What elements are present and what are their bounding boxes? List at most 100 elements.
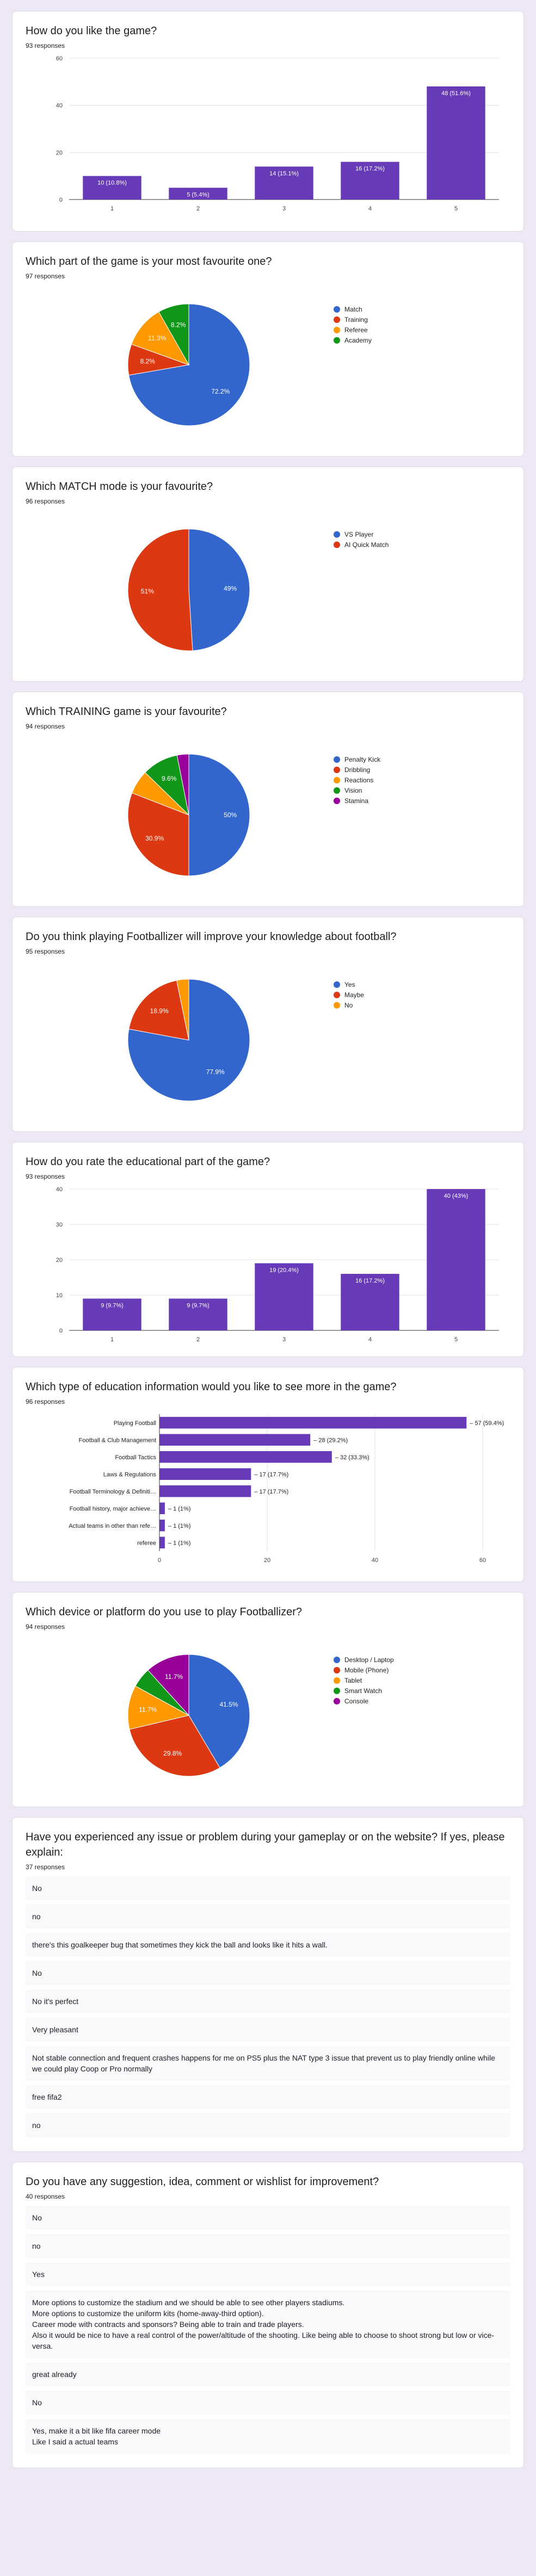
response-count: 95 responses — [26, 948, 65, 955]
legend-swatch — [334, 306, 340, 313]
legend-label: Reactions — [344, 776, 373, 784]
x-tick-label: 20 — [264, 1557, 270, 1564]
pie-chart: 41.5% 29.8% 11.7% 11.7% Desktop / Laptop Mobi… — [127, 1654, 394, 1777]
x-tick-label: 1 — [110, 1336, 114, 1343]
bar — [255, 166, 313, 200]
data-label: 16 (17.2%) — [355, 166, 385, 172]
legend-swatch — [334, 992, 340, 998]
legend-swatch — [334, 1002, 340, 1009]
response-count: 93 responses — [26, 1173, 65, 1180]
bar — [427, 1189, 485, 1330]
bar-chart: 0 10 20 30 40 9 (9.7%) 1 9 (9.7%) 2 19 (20.4%) 3 16… — [56, 1186, 499, 1343]
data-label: – 32 (33.3%) — [335, 1454, 369, 1461]
response-item: Yes — [26, 2262, 510, 2286]
legend-label: Tablet — [344, 1677, 362, 1684]
pie-chart: 72.2% 8.2% 11.3% 8.2% Match Training Referee Ac… — [127, 303, 372, 426]
slice-label: 18.9% — [150, 1007, 169, 1015]
legend-label: Console — [344, 1697, 368, 1705]
question-title: How do you rate the educational part of … — [26, 1156, 270, 1168]
slice-label: 8.2% — [171, 321, 186, 328]
slice-label: 11.7% — [139, 1706, 157, 1714]
y-tick-label: Actual teams in other than refe… — [69, 1523, 156, 1529]
legend-swatch — [334, 756, 340, 763]
pie-slice — [188, 1654, 250, 1769]
response-item: No — [26, 1876, 510, 1900]
slice-label: 41.5% — [219, 1701, 238, 1708]
legend-label: Vision — [344, 787, 362, 794]
legend-swatch — [334, 981, 340, 988]
chart-card-5: Do you think playing Footballizer will i… — [12, 917, 524, 1132]
legend-label: Training — [344, 316, 368, 323]
slice-label: 51% — [141, 587, 154, 595]
pie-slice — [158, 303, 189, 366]
response-item: Yes, make it a bit like fifa career mode… — [26, 2419, 510, 2454]
response-count: 96 responses — [26, 497, 65, 505]
legend-swatch — [334, 316, 340, 323]
question-title: Have you experienced any issue or proble… — [26, 1831, 505, 1858]
y-tick-label: 30 — [56, 1222, 63, 1228]
legend-label: Academy — [344, 337, 372, 344]
x-tick-label: 4 — [368, 206, 372, 212]
bar — [159, 1536, 165, 1548]
pie-slice — [188, 754, 250, 876]
bar — [427, 86, 485, 200]
response-item: no — [26, 2234, 510, 2258]
y-tick-label: 20 — [56, 1257, 63, 1264]
legend-label: VS Player — [344, 531, 373, 538]
response-item: Very pleasant — [26, 2018, 510, 2042]
slice-label: 29.8% — [163, 1750, 182, 1757]
x-tick-label: 0 — [158, 1557, 161, 1564]
y-tick-label: Football & Club Management — [79, 1437, 156, 1443]
response-count: 97 responses — [26, 272, 65, 280]
slice-label: 11.7% — [165, 1673, 183, 1681]
x-tick-label: 40 — [372, 1557, 378, 1564]
x-tick-label: 1 — [110, 206, 114, 212]
y-tick-label: referee — [137, 1540, 156, 1546]
slice-label: 8.2% — [140, 357, 155, 365]
data-label: 48 (51.6%) — [441, 90, 471, 97]
slice-label: 9.6% — [162, 775, 177, 782]
response-item: No — [26, 2391, 510, 2415]
data-label: – 17 (17.7%) — [254, 1489, 288, 1495]
slice-label: 49% — [224, 585, 237, 593]
text-question-card-1: Have you experienced any issue or proble… — [12, 1817, 524, 2152]
x-tick-label: 60 — [479, 1557, 486, 1564]
data-label: 9 (9.7%) — [101, 1303, 124, 1309]
data-label: 16 (17.2%) — [355, 1278, 385, 1284]
slice-label: 11.3% — [148, 334, 166, 342]
response-count: 93 responses — [26, 42, 65, 49]
legend-label: Maybe — [344, 991, 364, 999]
legend-swatch — [334, 1657, 340, 1663]
x-tick-label: 5 — [454, 1336, 458, 1343]
legend-swatch — [334, 767, 340, 773]
pie-slice — [176, 754, 189, 816]
response-item: free fifa2 — [26, 2085, 510, 2109]
data-label: 9 (9.7%) — [187, 1303, 210, 1309]
response-item: Not stable connection and frequent crash… — [26, 2046, 510, 2081]
response-item: no — [26, 2113, 510, 2137]
data-label: 19 (20.4%) — [269, 1267, 299, 1274]
response-item: there's this goalkeeper bug that sometim… — [26, 1933, 510, 1957]
bar — [341, 1274, 399, 1330]
response-item: great already — [26, 2362, 510, 2386]
y-tick-label: Laws & Regulations — [103, 1471, 157, 1478]
response-count: 94 responses — [26, 1623, 65, 1631]
data-label: 40 (43%) — [444, 1193, 469, 1199]
bar — [169, 1298, 227, 1330]
chart-card-6: How do you rate the educational part of … — [12, 1142, 524, 1357]
y-tick-label: 0 — [59, 1328, 63, 1334]
data-label: – 1 (1%) — [168, 1523, 191, 1529]
bar — [159, 1502, 165, 1514]
legend-label: Penalty Kick — [344, 756, 381, 763]
x-tick-label: 3 — [282, 1336, 286, 1343]
pie-slice — [147, 1654, 189, 1716]
legend-label: Mobile (Phone) — [344, 1666, 389, 1674]
x-tick-label: 5 — [454, 206, 458, 212]
data-label: 10 (10.8%) — [97, 180, 127, 186]
bar — [159, 1468, 251, 1480]
question-title: Which type of education information woul… — [26, 1381, 397, 1393]
response-item: No it's perfect — [26, 1989, 510, 2013]
data-label: – 1 (1%) — [168, 1505, 191, 1512]
horizontal-bar-chart: 0 20 40 60 Playing Football – 57 (59.4%) Footb… — [69, 1414, 504, 1564]
bar — [159, 1485, 251, 1497]
